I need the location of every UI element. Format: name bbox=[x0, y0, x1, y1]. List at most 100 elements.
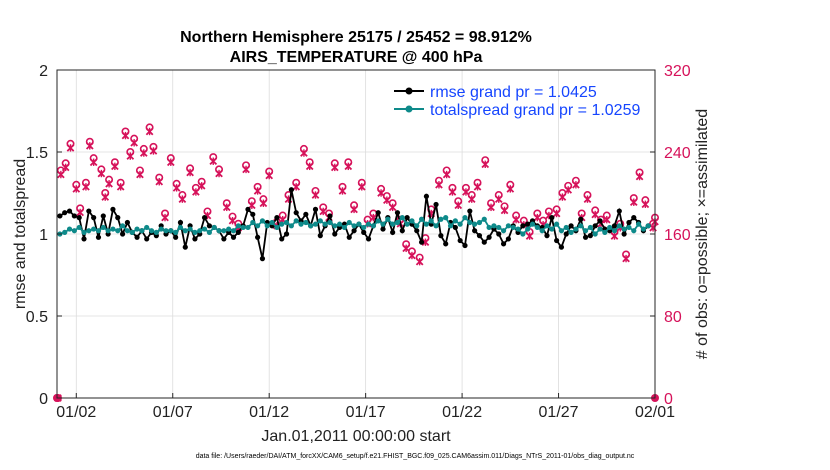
rmse-point bbox=[124, 219, 131, 226]
obs-assimilated-marker bbox=[72, 185, 81, 193]
totalspread-point bbox=[496, 224, 502, 231]
totalspread-point bbox=[91, 226, 97, 232]
obs-assimilated-marker bbox=[377, 189, 385, 197]
rmse-point bbox=[549, 215, 555, 221]
totalspread-point bbox=[467, 219, 473, 226]
rmse-point bbox=[414, 228, 420, 234]
rmse-point bbox=[144, 236, 150, 242]
rmse-point bbox=[119, 231, 126, 237]
totalspread-point bbox=[337, 221, 343, 227]
totalspread-point bbox=[491, 223, 497, 229]
rmse-point bbox=[365, 236, 372, 242]
totalspread-point bbox=[148, 228, 155, 234]
totalspread-point bbox=[525, 226, 531, 232]
obs-assimilated-marker bbox=[591, 210, 600, 219]
obs-assimilated-marker bbox=[197, 181, 206, 190]
rmse-point bbox=[404, 215, 410, 221]
totalspread-point bbox=[539, 228, 545, 234]
rmse-point bbox=[192, 236, 198, 242]
rmse-point bbox=[452, 224, 458, 231]
rmse-point bbox=[279, 236, 285, 242]
rmse-point bbox=[134, 234, 140, 240]
totalspread-point bbox=[607, 224, 613, 231]
y2-tick-label: 320 bbox=[664, 63, 691, 80]
legend: rmse grand pr = 1.0425 totalspread grand… bbox=[394, 84, 640, 119]
totalspread-point bbox=[365, 221, 372, 227]
rmse-point bbox=[76, 215, 82, 221]
totalspread-point bbox=[153, 229, 159, 235]
totalspread-point bbox=[177, 224, 184, 231]
totalspread-point bbox=[66, 226, 73, 232]
totalspread-point bbox=[168, 228, 174, 234]
rmse-point bbox=[375, 210, 381, 216]
obs-assimilated-marker bbox=[629, 198, 638, 207]
totalspread-point bbox=[81, 229, 87, 235]
totalspread-point bbox=[163, 228, 169, 234]
obs-assimilated-marker bbox=[344, 162, 353, 171]
totalspread-point bbox=[380, 221, 386, 227]
legend-rmse-label: rmse grand pr = 1.0425 bbox=[430, 84, 597, 101]
totalspread-point bbox=[245, 224, 251, 231]
rmse-point bbox=[86, 208, 92, 214]
totalspread-point bbox=[578, 223, 584, 229]
rmse-point bbox=[621, 231, 627, 237]
totalspread-point bbox=[520, 231, 526, 237]
totalspread-point bbox=[385, 216, 391, 222]
obs-assimilated-marker bbox=[622, 254, 630, 263]
rmse-point bbox=[115, 215, 121, 221]
totalspread-point bbox=[95, 228, 102, 234]
totalspread-point bbox=[447, 223, 454, 229]
obs-assimilated-marker bbox=[178, 195, 187, 203]
rmse-point bbox=[250, 211, 256, 217]
obs-assimilated-marker bbox=[172, 184, 181, 192]
totalspread-point bbox=[433, 223, 439, 229]
obs-assimilated-marker bbox=[357, 183, 366, 191]
totalspread-point bbox=[375, 218, 381, 224]
totalspread-point bbox=[346, 219, 352, 226]
totalspread-point bbox=[211, 224, 217, 231]
totalspread-point bbox=[563, 224, 569, 231]
x-tick-label: 01/02 bbox=[56, 404, 96, 421]
obs-assimilated-marker bbox=[259, 199, 268, 208]
totalspread-point bbox=[361, 224, 367, 231]
totalspread-point bbox=[399, 215, 405, 221]
rmse-point bbox=[462, 242, 468, 249]
obs-assimilated-marker bbox=[610, 232, 619, 240]
totalspread-point bbox=[616, 223, 622, 229]
obs-assimilated-marker bbox=[402, 244, 410, 253]
obs-assimilated-marker bbox=[512, 215, 520, 224]
totalspread-point bbox=[312, 221, 319, 227]
rmse-point bbox=[496, 231, 502, 237]
x-tick-label: 01/22 bbox=[442, 404, 482, 421]
y2-tick-label: 0 bbox=[664, 391, 673, 408]
totalspread-point bbox=[404, 221, 410, 227]
totalspread-point bbox=[409, 218, 415, 224]
totalspread-point bbox=[443, 215, 449, 221]
rmse-point bbox=[255, 234, 261, 240]
y-tick-label: 0 bbox=[39, 391, 48, 408]
obs-assimilated-marker bbox=[442, 170, 451, 179]
obs-assimilated-marker bbox=[105, 179, 113, 188]
totalspread-point bbox=[62, 229, 68, 235]
totalspread-point bbox=[269, 219, 275, 226]
legend-spread-marker bbox=[405, 105, 413, 113]
totalspread-point bbox=[110, 226, 116, 232]
rmse-point bbox=[587, 233, 593, 239]
rmse-point bbox=[361, 229, 367, 235]
obs-assimilated-marker bbox=[57, 170, 65, 179]
rmse-point bbox=[274, 215, 280, 221]
totalspread-point bbox=[390, 221, 396, 227]
totalspread-point bbox=[115, 228, 121, 234]
x-tick-label: 01/12 bbox=[249, 404, 289, 421]
obs-assimilated-marker bbox=[82, 183, 90, 191]
totalspread-point bbox=[293, 218, 299, 224]
totalspread-point bbox=[645, 223, 651, 229]
totalspread-point bbox=[226, 226, 232, 232]
rmse-point bbox=[563, 231, 569, 237]
rmse-point bbox=[505, 236, 511, 242]
rmse-point bbox=[201, 215, 208, 221]
totalspread-point bbox=[341, 224, 348, 231]
totalspread-point bbox=[529, 221, 536, 227]
totalspread-point bbox=[636, 221, 642, 227]
rmse-point bbox=[592, 223, 598, 229]
